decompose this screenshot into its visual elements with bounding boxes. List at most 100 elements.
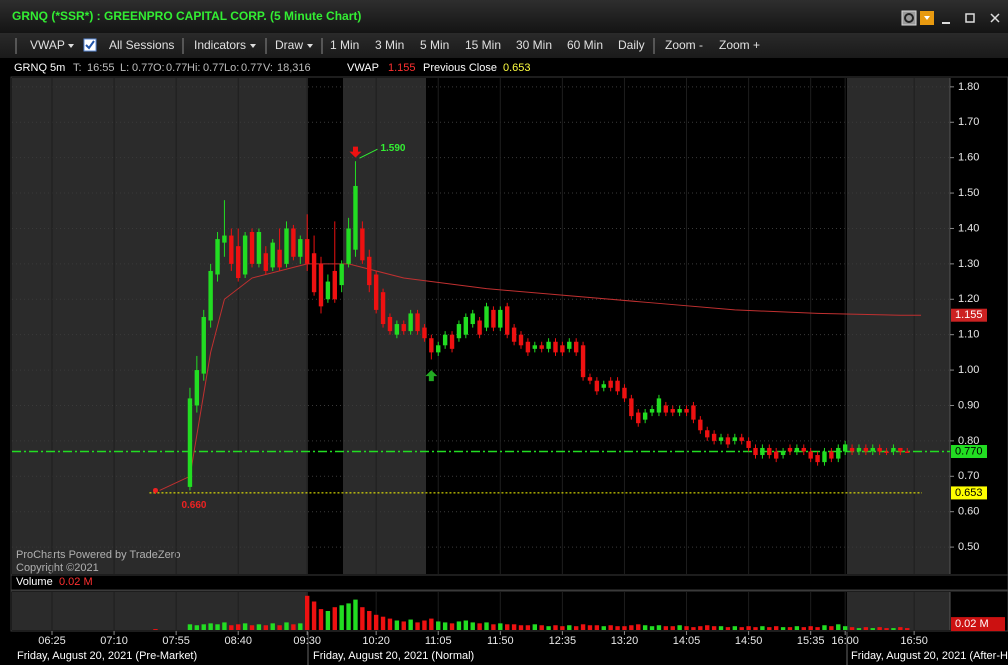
volume-bar	[656, 625, 662, 630]
volume-bar	[718, 626, 724, 630]
candle-body	[877, 447, 882, 452]
candle-body	[787, 447, 793, 452]
volume-bar	[456, 621, 462, 630]
price-label-box	[951, 445, 987, 459]
volume-title: Volume	[16, 576, 53, 588]
dropdown-arrow	[307, 44, 313, 48]
volume-bar	[553, 625, 558, 630]
candle-body	[663, 405, 669, 413]
candle-body	[284, 228, 289, 264]
toolbar-button[interactable]: 5 Min	[420, 38, 449, 52]
volume-bar	[698, 626, 703, 630]
volume-bar	[477, 623, 482, 630]
volume-bar	[649, 626, 655, 630]
volume-bar	[780, 627, 786, 630]
volume-bar	[663, 626, 669, 630]
session-label: Friday, August 20, 2021 (Pre-Market)	[17, 650, 197, 662]
toolbar-button[interactable]: VWAP	[30, 38, 65, 52]
toolbar-button[interactable]: Indicators	[194, 38, 246, 52]
toolbar-button[interactable]: All Sessions	[109, 38, 174, 52]
candle-body	[560, 345, 565, 353]
y-tick-label: 1.00	[958, 364, 979, 376]
y-tick-label: 0.50	[958, 541, 979, 553]
candle-body	[498, 309, 503, 328]
x-tick-label: 08:40	[224, 635, 252, 647]
info-label: O:	[153, 62, 165, 74]
info-label: V:	[263, 62, 273, 74]
candle-body	[677, 409, 682, 413]
info-bar	[0, 59, 1008, 77]
candle-body	[718, 437, 724, 441]
volume-bar	[311, 601, 317, 630]
candle-body	[794, 447, 800, 452]
volume-bar	[691, 627, 696, 630]
info-value: 0.77	[132, 62, 153, 74]
candle-body	[815, 455, 820, 463]
x-tick-label: 16:00	[831, 635, 859, 647]
volume-bar	[222, 622, 227, 630]
volume-bar	[491, 624, 496, 630]
volume-bar	[677, 625, 682, 630]
volume-bar	[380, 616, 386, 630]
toolbar-button[interactable]: Draw	[275, 38, 303, 52]
volume-bar	[277, 625, 282, 630]
volume-bar	[905, 628, 910, 630]
volume-bar	[360, 607, 365, 630]
volume-bar	[849, 627, 855, 630]
volume-bar	[622, 626, 627, 630]
y-tick-label: 0.60	[958, 506, 979, 518]
volume-bar	[187, 624, 193, 630]
candle-body	[608, 380, 613, 388]
volume-label: 0.02 M	[955, 618, 989, 630]
toolbar-button[interactable]: 1 Min	[330, 38, 359, 52]
watermark: Copyright ©2021	[16, 562, 99, 574]
volume-bar	[498, 623, 503, 630]
candle-body	[353, 185, 358, 250]
candle-body	[842, 444, 848, 452]
candle-body	[615, 380, 620, 392]
toolbar-button[interactable]: Daily	[618, 38, 645, 52]
candle-body	[656, 398, 662, 413]
volume-bar	[891, 628, 896, 630]
volume-bars	[153, 595, 910, 630]
toolbar-button[interactable]: 3 Min	[375, 38, 404, 52]
volume-bar	[256, 624, 262, 630]
check-mark	[85, 40, 95, 50]
volume-bar	[760, 626, 765, 630]
x-tick-label: 09:30	[293, 635, 321, 647]
volume-bar	[794, 626, 800, 630]
candle-body	[484, 306, 489, 328]
candle-body	[194, 370, 200, 406]
volume-bar	[739, 627, 744, 630]
volume-bar	[573, 626, 579, 630]
toolbar-button[interactable]: 60 Min	[567, 38, 603, 52]
candles	[153, 161, 910, 494]
y-tick-label: 1.10	[958, 329, 979, 341]
candle-body	[422, 327, 427, 339]
annotations: 1.590 0.660	[152, 143, 438, 511]
candle-body	[373, 274, 379, 310]
close-button[interactable]	[990, 13, 1000, 23]
candle-body	[870, 447, 875, 452]
annotation-dot	[152, 487, 158, 493]
candle-body	[456, 324, 462, 339]
candle-body	[249, 232, 255, 264]
candle-body	[277, 249, 282, 268]
toolbar-button[interactable]: Zoom +	[719, 38, 760, 52]
candle-body	[511, 327, 517, 342]
afterhours-shade	[847, 592, 950, 630]
volume-bar	[270, 623, 275, 630]
volume-bar	[153, 629, 158, 630]
y-tick-label: 1.40	[958, 222, 979, 234]
toolbar-button[interactable]: 15 Min	[465, 38, 501, 52]
y-tick-label: 0.70	[958, 470, 979, 482]
candle-body	[360, 228, 365, 261]
maximize-button[interactable]	[965, 13, 975, 23]
volume-bar	[422, 620, 427, 630]
candle-body	[773, 451, 779, 459]
volume-bar	[753, 627, 758, 630]
x-tick-label: 14:05	[673, 635, 701, 647]
toolbar-button[interactable]: 30 Min	[516, 38, 552, 52]
volume-bar	[629, 625, 634, 630]
toolbar-button[interactable]: Zoom -	[665, 38, 703, 52]
